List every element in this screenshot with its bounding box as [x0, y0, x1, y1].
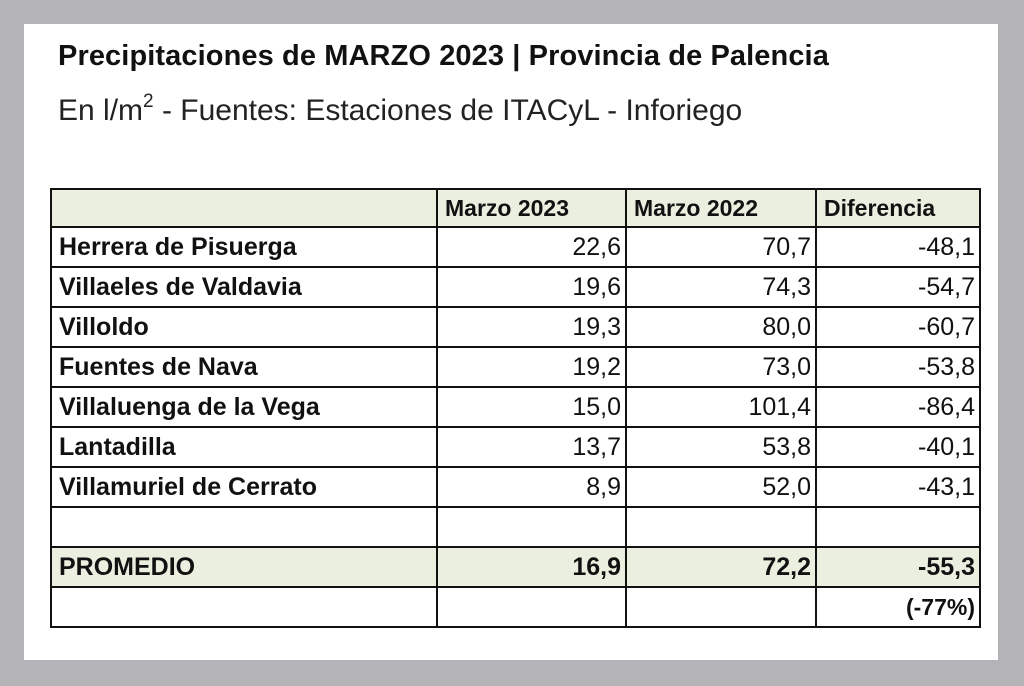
average-marzo-2022: 72,2: [625, 546, 817, 588]
station-name: Herrera de Pisuerga: [50, 226, 438, 268]
table-row: Herrera de Pisuerga 22,6 70,7 -48,1: [50, 226, 981, 268]
empty-cell: [625, 506, 817, 548]
value-marzo-2022: 53,8: [625, 426, 817, 468]
table-row: Villamuriel de Cerrato 8,9 52,0 -43,1: [50, 466, 981, 508]
table-row: Villaeles de Valdavia 19,6 74,3 -54,7: [50, 266, 981, 308]
header-cell-marzo-2022: Marzo 2022: [625, 188, 817, 228]
value-marzo-2023: 19,3: [436, 306, 627, 348]
value-marzo-2023: 15,0: [436, 386, 627, 428]
value-marzo-2023: 22,6: [436, 226, 627, 268]
header-cell-diferencia: Diferencia: [815, 188, 981, 228]
table-row-empty: [50, 506, 981, 548]
station-name: Villamuriel de Cerrato: [50, 466, 438, 508]
value-marzo-2022: 70,7: [625, 226, 817, 268]
value-diferencia: -43,1: [815, 466, 981, 508]
table-row: Villoldo 19,3 80,0 -60,7: [50, 306, 981, 348]
value-diferencia: -53,8: [815, 346, 981, 388]
empty-cell: [50, 506, 438, 548]
precipitation-table: Marzo 2023 Marzo 2022 Diferencia Herrera…: [50, 188, 981, 628]
header-cell-station: [50, 188, 438, 228]
empty-cell: [815, 506, 981, 548]
value-marzo-2022: 101,4: [625, 386, 817, 428]
empty-cell: [436, 506, 627, 548]
value-marzo-2022: 73,0: [625, 346, 817, 388]
value-marzo-2022: 80,0: [625, 306, 817, 348]
value-diferencia: -86,4: [815, 386, 981, 428]
percent-difference: (-77%): [815, 586, 981, 628]
percent-row: (-77%): [50, 586, 981, 628]
average-marzo-2023: 16,9: [436, 546, 627, 588]
value-marzo-2023: 19,2: [436, 346, 627, 388]
table-row: Villaluenga de la Vega 15,0 101,4 -86,4: [50, 386, 981, 428]
station-name: Villoldo: [50, 306, 438, 348]
page-title: Precipitaciones de MARZO 2023 | Provinci…: [58, 40, 829, 72]
station-name: Villaeles de Valdavia: [50, 266, 438, 308]
station-name: Lantadilla: [50, 426, 438, 468]
empty-cell: [625, 586, 817, 628]
subtitle-prefix: En l/m: [58, 94, 144, 127]
value-diferencia: -40,1: [815, 426, 981, 468]
table-header-row: Marzo 2023 Marzo 2022 Diferencia: [50, 188, 981, 228]
station-name: Fuentes de Nava: [50, 346, 438, 388]
subtitle: En l/m2 - Fuentes: Estaciones de ITACyL …: [58, 91, 743, 128]
value-marzo-2023: 19,6: [436, 266, 627, 308]
table-row: Fuentes de Nava 19,2 73,0 -53,8: [50, 346, 981, 388]
table-row: Lantadilla 13,7 53,8 -40,1: [50, 426, 981, 468]
info-card: Precipitaciones de MARZO 2023 | Provinci…: [24, 24, 998, 660]
value-diferencia: -54,7: [815, 266, 981, 308]
average-row: PROMEDIO 16,9 72,2 -55,3: [50, 546, 981, 588]
value-diferencia: -60,7: [815, 306, 981, 348]
subtitle-suffix: - Fuentes: Estaciones de ITACyL - Infori…: [153, 94, 743, 127]
header-cell-marzo-2023: Marzo 2023: [436, 188, 627, 228]
value-diferencia: -48,1: [815, 226, 981, 268]
empty-cell: [436, 586, 627, 628]
value-marzo-2023: 8,9: [436, 466, 627, 508]
subtitle-superscript: 2: [143, 91, 154, 112]
empty-cell: [50, 586, 438, 628]
station-name: Villaluenga de la Vega: [50, 386, 438, 428]
value-marzo-2023: 13,7: [436, 426, 627, 468]
value-marzo-2022: 52,0: [625, 466, 817, 508]
average-diferencia: -55,3: [815, 546, 981, 588]
value-marzo-2022: 74,3: [625, 266, 817, 308]
average-label: PROMEDIO: [50, 546, 438, 588]
